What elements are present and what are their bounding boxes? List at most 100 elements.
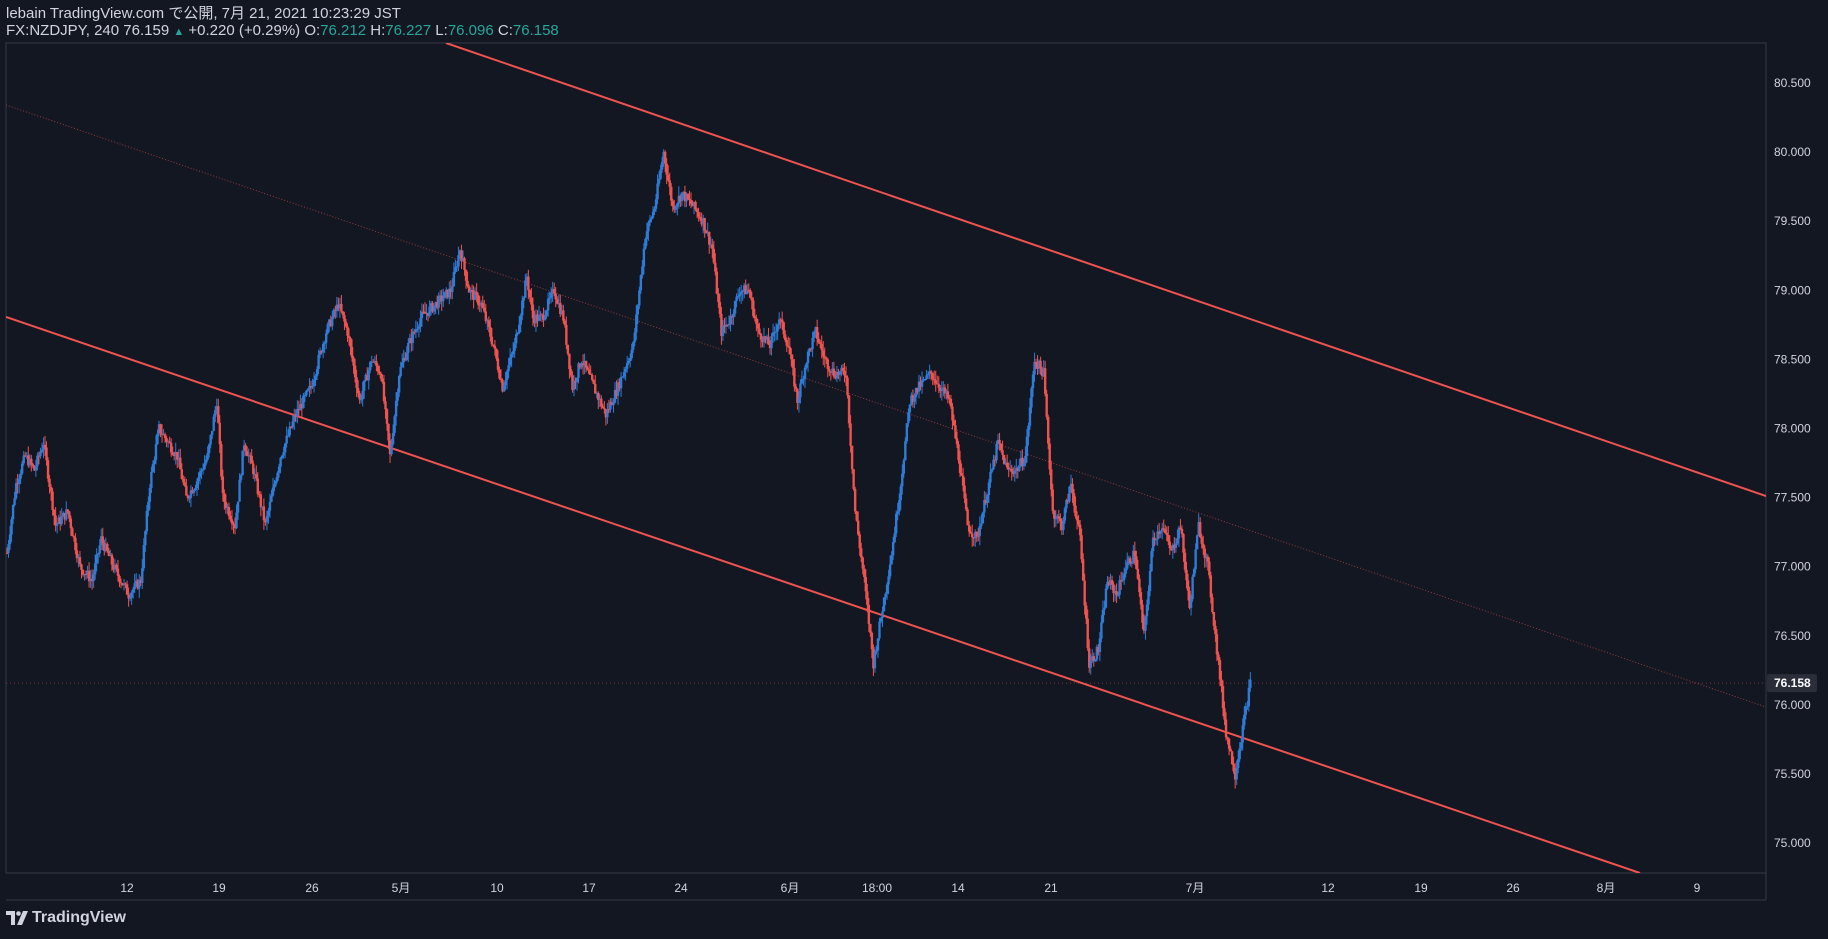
candle-body (838, 371, 842, 375)
candle-body (761, 339, 764, 343)
candle-body (1086, 618, 1089, 649)
candle-body (928, 371, 931, 375)
candle-body (1249, 679, 1252, 688)
candle-body (556, 299, 559, 304)
candle-body (553, 288, 556, 294)
candle-body (1060, 521, 1064, 531)
candle-body (822, 350, 825, 357)
candle-body (347, 335, 351, 339)
candle-body (1224, 719, 1228, 738)
candle-body (1182, 533, 1185, 553)
price-tick-label: 80.000 (1774, 145, 1811, 159)
candle-body (394, 400, 398, 417)
candle-body (563, 320, 567, 325)
candle-body (1162, 528, 1165, 530)
candle-body (221, 476, 225, 494)
candle-body (1161, 528, 1164, 531)
price-tick-label: 78.000 (1774, 422, 1811, 436)
candle-body (113, 564, 117, 570)
candle-body (516, 332, 519, 335)
candle-body (606, 409, 609, 418)
candle-body (998, 439, 1001, 444)
candle-body (743, 285, 746, 291)
candle-body (101, 536, 104, 544)
candle-body (545, 310, 548, 317)
candle-body (1218, 660, 1222, 680)
candle-body (255, 474, 258, 479)
candle-body (209, 434, 212, 445)
candle-body (40, 449, 44, 453)
candle-body (958, 460, 962, 473)
candle-body (657, 178, 661, 184)
candle-body (60, 516, 63, 524)
plot-area (6, 43, 1766, 873)
candle-body (203, 463, 206, 470)
candle-body (858, 534, 861, 549)
candle-body (157, 424, 161, 434)
candle-body (952, 420, 956, 426)
candle-body (694, 201, 697, 210)
candle-body (334, 309, 337, 311)
candle-body (744, 285, 747, 295)
candle-body (24, 455, 27, 457)
candle-body (373, 361, 377, 363)
candle-body (490, 336, 494, 345)
candle-body (42, 444, 45, 450)
candle-body (724, 324, 728, 327)
candle-body (21, 463, 24, 474)
candle-body (866, 591, 869, 605)
candle-body (825, 358, 828, 360)
candle-body (876, 638, 880, 651)
time-tick-label: 5月 (392, 881, 411, 895)
candle-body (1185, 569, 1188, 581)
candle-body (566, 344, 570, 354)
candle-body (125, 584, 129, 595)
candle-body (755, 318, 758, 324)
candle-body (598, 398, 601, 400)
candle-body (36, 455, 39, 467)
candle-body (767, 336, 770, 345)
candle-body (808, 348, 811, 352)
candle-body (996, 439, 1000, 445)
candle-body (133, 583, 136, 590)
candle-body (697, 212, 700, 217)
candle-body (837, 372, 840, 375)
candle-body (410, 337, 413, 344)
candle-body (367, 370, 370, 381)
candle-body (212, 416, 215, 431)
price-tick-label: 75.000 (1774, 836, 1811, 850)
candle-body (352, 357, 355, 366)
candle-body (736, 296, 740, 298)
candle-body (162, 434, 165, 436)
candle-body (507, 365, 510, 372)
candle-body (458, 250, 462, 256)
candle-body (729, 316, 732, 324)
candle-body (156, 433, 159, 445)
candle-body (404, 357, 407, 361)
candle-body (463, 258, 466, 270)
candle-body (489, 327, 492, 337)
candle-body (1192, 569, 1196, 577)
candle-body (1246, 706, 1249, 708)
candle-body (22, 455, 25, 464)
candle-body (417, 326, 421, 329)
candle-body (1104, 588, 1108, 608)
candle-body (597, 393, 600, 400)
candle-body (1059, 518, 1062, 522)
time-tick-label: 8月 (1597, 881, 1616, 895)
tradingview-logo[interactable]: TradingView (6, 909, 126, 927)
candle-body (1045, 393, 1048, 417)
candle-body (612, 402, 615, 406)
candle-body (554, 293, 557, 300)
candle-body (774, 331, 778, 333)
candle-body (1033, 361, 1036, 375)
candle-body (867, 604, 871, 624)
candle-body (505, 371, 509, 381)
candle-body (54, 515, 57, 526)
candle-body (426, 312, 430, 316)
candle-body (551, 288, 554, 293)
candle-body (656, 183, 659, 200)
candle-body (486, 320, 489, 322)
candle-body (309, 385, 313, 388)
